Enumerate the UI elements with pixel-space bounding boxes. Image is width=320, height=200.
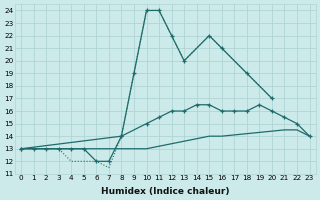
X-axis label: Humidex (Indice chaleur): Humidex (Indice chaleur) <box>101 187 229 196</box>
